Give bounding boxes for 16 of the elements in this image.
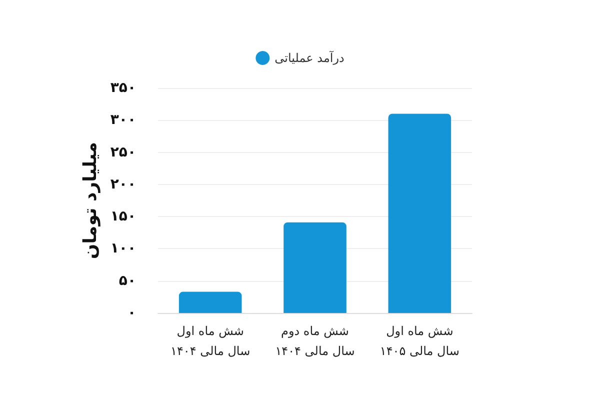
x-tick-label: شش ماه اول سال مالی ۱۴۰۴ xyxy=(170,324,250,358)
bar xyxy=(178,292,242,313)
x-tick-label: شش ماه اول سال مالی ۱۴۰۵ xyxy=(380,324,460,358)
y-tick-label: ۵۰ xyxy=(118,272,136,289)
bar xyxy=(388,114,452,313)
y-tick-label: ۱۵۰ xyxy=(110,208,136,225)
legend-label: درآمد عملیاتی xyxy=(274,50,344,65)
y-tick-label: ۲۰۰ xyxy=(110,176,136,192)
y-tick-label: ۲۵۰ xyxy=(110,144,136,160)
y-axis-title: میلیارد تومان xyxy=(80,142,101,260)
x-tick-label: شش ماه دوم سال مالی ۱۴۰۴ xyxy=(275,324,355,358)
y-tick-label: ۳۵۰ xyxy=(110,80,136,96)
y-tick-label: ۰ xyxy=(127,305,136,321)
bar xyxy=(284,222,346,313)
y-tick-label: ۱۰۰ xyxy=(110,240,136,257)
y-tick-label: ۳۰۰ xyxy=(110,112,136,128)
